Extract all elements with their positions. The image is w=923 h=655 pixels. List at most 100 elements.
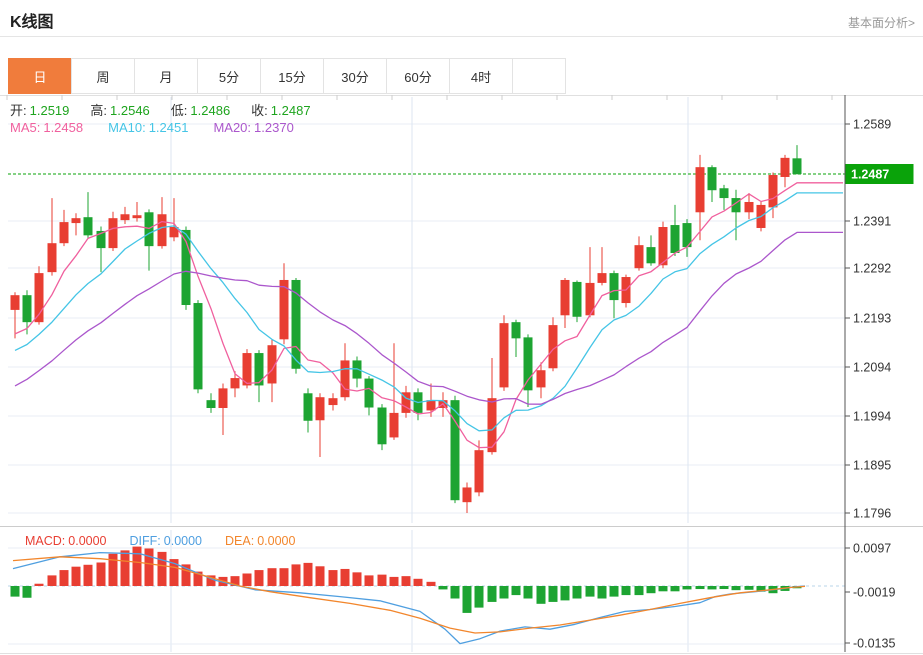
- candle-body: [450, 400, 460, 501]
- macd-bar: [169, 559, 179, 586]
- candle-body: [132, 215, 142, 219]
- candle-body: [389, 412, 399, 438]
- candle-body: [377, 407, 387, 445]
- candle-body: [291, 279, 301, 369]
- price-axis: 1.2589 1.2391 1.2292 1.2193 1.2094 1.1994 1.18…: [844, 95, 895, 652]
- legend-value: 1.2487: [270, 103, 311, 118]
- kline-chart-canvas[interactable]: 1.2589 1.2391 1.2292 1.2193 1.2094 1.1994 1.18…: [0, 95, 923, 655]
- macd-bar: [707, 586, 717, 590]
- candle-body: [315, 397, 325, 421]
- axis-tick-label: 1.2094: [853, 361, 891, 375]
- macd-bar: [230, 576, 240, 586]
- macd-bar: [364, 575, 374, 586]
- candle-body: [120, 214, 130, 221]
- candle-body: [609, 273, 619, 301]
- candle-body: [670, 225, 680, 254]
- ma5-line: [14, 182, 843, 449]
- ma10-line: [14, 192, 843, 432]
- candle-body: [585, 282, 595, 316]
- candle-body: [474, 450, 484, 493]
- legend-item: 收: 1.2487: [251, 100, 310, 119]
- axis-tick-label: 0.0097: [853, 542, 891, 556]
- macd-bar: [523, 586, 533, 599]
- macd-bar: [10, 586, 20, 597]
- tab-interval-7[interactable]: 4时: [449, 58, 513, 94]
- legend-value: 1.2370: [254, 120, 294, 135]
- candle-body: [719, 188, 729, 199]
- tab-interval-4[interactable]: 15分: [260, 58, 324, 94]
- tab-interval-6[interactable]: 60分: [386, 58, 450, 94]
- candle-body: [218, 388, 228, 408]
- legend-value: 1.2458: [43, 120, 84, 135]
- legend-item: MACD: 0.0000: [25, 534, 107, 548]
- macd-bar: [585, 586, 595, 597]
- macd-bar: [634, 586, 644, 596]
- candle-body: [47, 243, 57, 273]
- macd-bar: [181, 564, 191, 586]
- candle-body: [695, 167, 705, 213]
- macd-bar: [279, 568, 289, 586]
- candle-body: [731, 198, 741, 213]
- candle-body: [401, 392, 411, 413]
- axis-tick-label: 1.1895: [853, 459, 891, 473]
- candle-body: [597, 273, 607, 283]
- axis-tick-label: 1.2292: [853, 262, 891, 276]
- macd-bar: [670, 586, 680, 592]
- macd-bar: [108, 553, 118, 586]
- macd-bar: [413, 578, 423, 586]
- ohlc-legend: 开: 1.2519 高: 1.2546 低: 1.2486 收: 1.2487: [10, 100, 311, 119]
- candle-body: [96, 230, 106, 249]
- macd-bar: [83, 564, 93, 586]
- macd-bar: [621, 586, 631, 596]
- tab-interval-3[interactable]: 5分: [197, 58, 261, 94]
- candle-body: [83, 217, 93, 236]
- ma-legend: MA5: 1.2458 MA10: 1.2451 MA20: 1.2370: [10, 120, 294, 135]
- macd-bar: [438, 586, 448, 590]
- legend-value: 0.0000: [163, 534, 202, 548]
- tab-interval-5[interactable]: 30分: [323, 58, 387, 94]
- macd-bar: [499, 586, 509, 599]
- macd-bar: [267, 568, 277, 586]
- candle-body: [560, 279, 570, 316]
- tab-interval-1[interactable]: 周: [71, 58, 135, 94]
- macd-bar: [597, 586, 607, 599]
- legend-value: 1.2486: [190, 103, 231, 118]
- fundamental-analysis-link[interactable]: 基本面分析>: [847, 16, 915, 30]
- macd-bar: [731, 586, 741, 591]
- legend-value: 0.0000: [257, 534, 296, 548]
- macd-bar: [291, 564, 301, 586]
- tab-bar-filler: [512, 58, 566, 94]
- legend-label: 开:: [10, 103, 27, 118]
- legend-item: DEA: 0.0000: [225, 534, 295, 548]
- legend-value: 0.0000: [68, 534, 107, 548]
- macd-bar: [254, 570, 264, 586]
- candle-body: [144, 212, 154, 247]
- macd-legend: MACD: 0.0000 DIFF: 0.0000 DEA: 0.0000: [25, 534, 295, 548]
- macd-bar: [71, 566, 81, 586]
- grid-layer: [0, 95, 923, 654]
- ma20-line: [14, 231, 843, 405]
- tab-interval-2[interactable]: 月: [134, 58, 198, 94]
- macd-bar: [426, 581, 436, 586]
- macd-bar: [47, 575, 57, 586]
- candle-body: [193, 303, 203, 390]
- legend-item: 低: 1.2486: [171, 100, 230, 119]
- diff-line: [12, 551, 806, 645]
- legend-label: MACD:: [25, 534, 66, 548]
- candle-body: [59, 222, 69, 244]
- macd-bar: [695, 586, 705, 590]
- candle-body: [254, 353, 264, 386]
- macd-bar: [511, 586, 521, 596]
- macd-bar: [682, 586, 692, 590]
- legend-label: DIFF:: [129, 534, 161, 548]
- tab-interval-0[interactable]: 日: [8, 58, 72, 94]
- macd-bar: [377, 574, 387, 586]
- macd-bar: [59, 570, 69, 586]
- axis-tick-label: 1.2193: [853, 312, 891, 326]
- candle-body: [71, 218, 81, 224]
- macd-bar: [658, 586, 668, 592]
- axis-tick-label: 1.1796: [853, 507, 891, 521]
- macd-bar: [462, 586, 472, 613]
- candle-body: [511, 322, 521, 339]
